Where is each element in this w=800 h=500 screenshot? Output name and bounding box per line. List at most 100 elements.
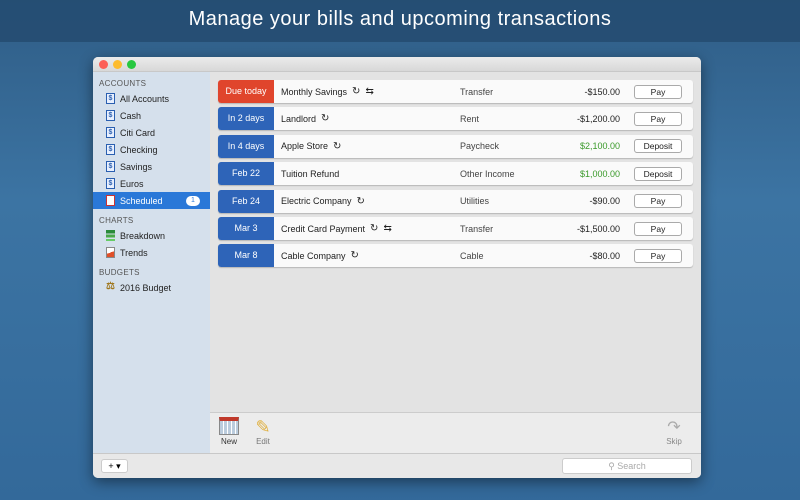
payee: Apple Store [281,141,329,152]
pay-button[interactable]: Pay [634,84,682,99]
account-icon: $ [106,178,115,189]
accounts-header: ACCOUNTS [99,79,147,88]
sidebar-item-2016-budget[interactable]: ⚖ 2016 Budget [93,279,210,296]
recurring-icon: ↻ [350,250,359,262]
account-icon: $ [106,110,115,121]
amount: -$1,200.00 [576,113,620,124]
transaction-row[interactable]: Mar 3 Credit Card Payment ↻ ⇆ Transfer -$1… [218,217,693,240]
pay-button[interactable]: Pay [634,111,682,126]
sidebar-item-account[interactable]: $ All Accounts [93,90,210,107]
scheduled-list: Due today Monthly Savings ↻ ⇆ Transfer -$1… [210,72,701,412]
amount: -$150.00 [584,86,620,97]
transaction-row[interactable]: In 4 days Apple Store ↻ Paycheck $2,100.0… [218,134,693,158]
pay-button[interactable]: Pay [634,221,682,236]
category: Paycheck [460,141,500,152]
account-icon: $ [106,161,115,172]
title-bar [93,57,701,72]
due-date-badge: Feb 22 [218,162,274,186]
pay-button[interactable]: Pay [634,248,682,263]
category: Utilities [460,196,490,207]
sidebar-item-account[interactable]: $ Euros [93,175,210,192]
pay-button[interactable]: Pay [634,194,682,209]
sidebar-item-label: 2016 Budget [120,282,172,293]
headline: Manage your bills and upcoming transacti… [188,8,612,30]
payee: Electric Company [281,196,352,207]
zoom-button[interactable] [127,60,136,69]
sidebar-item-account[interactable]: $ Cash [93,107,210,124]
due-date-badge: Due today [218,80,274,103]
add-menu-button[interactable]: + ▾ [101,459,128,473]
search-icon: ⚲ [608,461,618,471]
recurring-icon: ↻ [356,195,365,207]
payee: Credit Card Payment [281,223,366,234]
count-badge: 1 [186,195,200,206]
breakdown-chart-icon [106,230,115,241]
skip-icon: ↷ [667,419,681,436]
transaction-row[interactable]: Feb 24 Electric Company ↻ Utilities -$90.… [218,189,693,213]
amount: -$90.00 [589,196,620,207]
sidebar-item-label: Citi Card [120,127,156,138]
category: Rent [460,113,480,124]
sidebar-item-label: Savings [120,161,153,172]
deposit-button[interactable]: Deposit [634,139,682,154]
trends-chart-icon [106,247,115,258]
toolbar: New ✎ Edit ↷ Skip [210,412,701,453]
amount: -$80.00 [589,250,620,261]
sidebar-item-label: Checking [120,144,158,155]
category: Cable [460,250,484,261]
transaction-row[interactable]: Feb 22 Tuition Refund Other Income $1,00… [218,162,693,186]
sidebar-item-account[interactable]: $ Checking [93,141,210,158]
payee: Monthly Savings [281,86,348,97]
transfer-icon: ⇆ [383,223,392,234]
scales-icon: ⚖ [106,281,115,292]
sidebar-item-trends[interactable]: Trends [93,244,210,261]
category: Other Income [460,168,515,179]
budgets-header: BUDGETS [99,268,140,277]
transaction-row[interactable]: Due today Monthly Savings ↻ ⇆ Transfer -$1… [218,80,693,103]
amount: $2,100.00 [579,141,620,152]
recurring-icon: ↻ [352,86,361,97]
sidebar-item-account[interactable]: $ Citi Card [93,124,210,141]
amount: -$1,500.00 [576,223,620,234]
account-icon: $ [106,127,115,138]
payee: Cable Company [281,250,346,261]
calendar-icon [106,195,115,206]
edit-button[interactable]: ✎ Edit [250,417,276,446]
search-input[interactable]: ⚲ Search [562,458,692,474]
account-icon: $ [106,144,115,155]
transfer-icon: ⇆ [365,86,374,97]
new-button[interactable]: New [216,417,242,446]
sidebar-item-label: Breakdown [120,230,166,241]
recurring-icon: ↻ [370,223,379,234]
sidebar: ACCOUNTS $ All Accounts $ Cash $ Citi Card $ Ch… [93,72,210,453]
sidebar-item-label: Euros [120,178,144,189]
banner [0,0,800,42]
new-label: New [220,437,237,446]
account-icon: $ [106,93,115,104]
deposit-button[interactable]: Deposit [634,166,682,181]
transaction-row[interactable]: In 2 days Landlord ↻ Rent -$1,200.00 Pay [218,107,693,131]
sidebar-item-label: Cash [120,110,142,121]
close-button[interactable] [99,60,108,69]
recurring-icon: ↻ [321,113,330,125]
due-date-badge: Mar 3 [218,217,274,240]
calendar-add-icon [219,417,239,435]
sidebar-item-breakdown[interactable]: Breakdown [93,227,210,244]
due-date-badge: In 4 days [218,134,274,158]
amount: $1,000.00 [579,168,620,179]
sidebar-item-scheduled[interactable]: Scheduled 1 [93,192,210,209]
sidebar-item-label: All Accounts [120,93,170,104]
sidebar-item-label: Scheduled [120,195,163,206]
pencil-icon: ✎ [255,417,271,437]
payee: Tuition Refund [281,168,340,179]
transaction-row[interactable]: Mar 8 Cable Company ↻ Cable -$80.00 Pay [218,244,693,268]
skip-button[interactable]: ↷ Skip [661,417,687,446]
bottom-bar: + ▾ ⚲ Search [93,453,701,478]
search-placeholder: Search [617,461,646,471]
category: Transfer [460,223,494,234]
due-date-badge: In 2 days [218,107,274,131]
category: Transfer [460,86,494,97]
due-date-badge: Feb 24 [218,189,274,213]
minimize-button[interactable] [113,60,122,69]
sidebar-item-account[interactable]: $ Savings [93,158,210,175]
